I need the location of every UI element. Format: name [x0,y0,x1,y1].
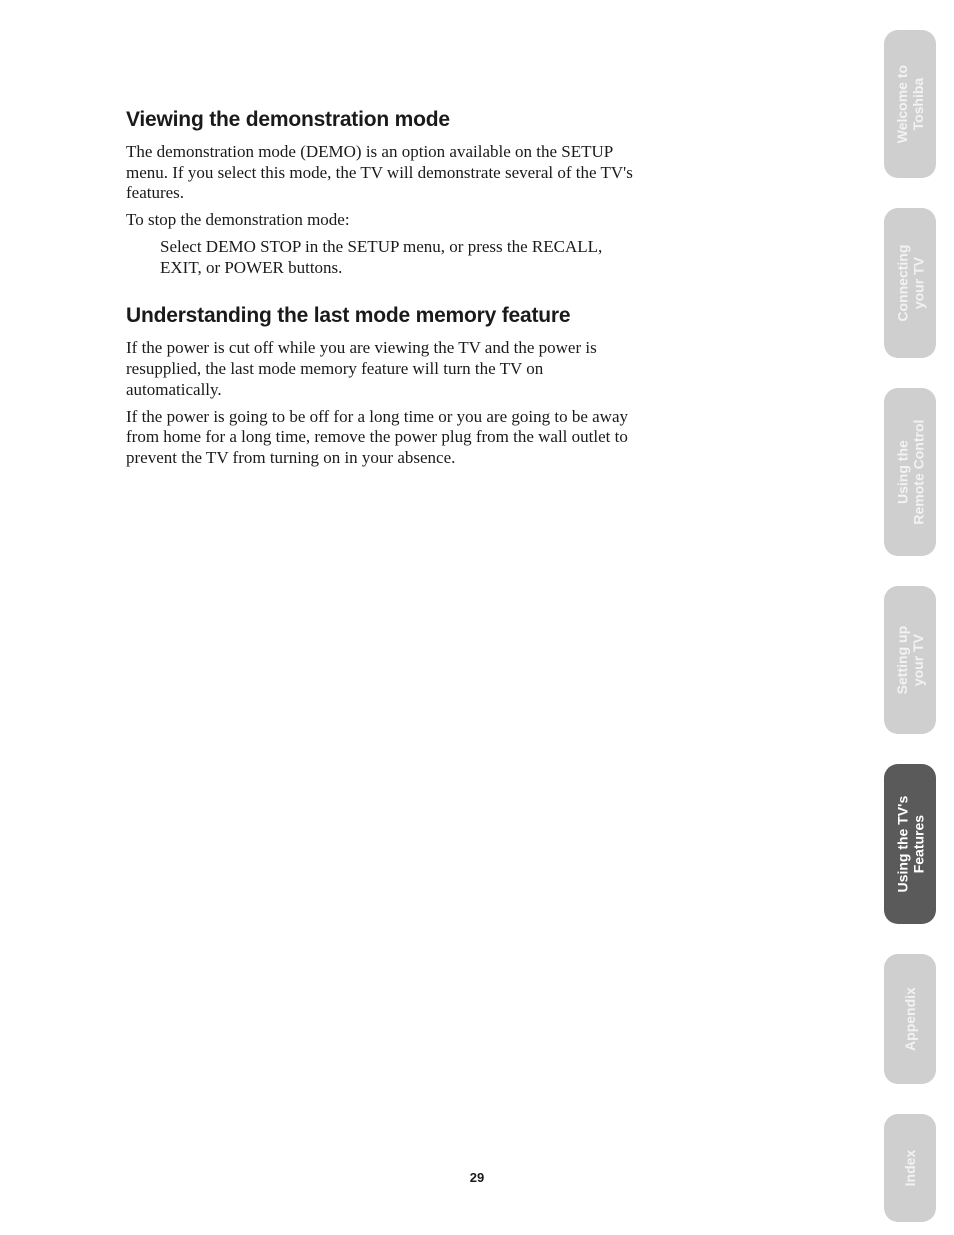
section-heading-demo: Viewing the demonstration mode [126,108,636,132]
side-tab-label: Welcome toToshiba [894,65,926,143]
side-tab-label: Using theRemote Control [894,420,926,525]
section-heading-lastmode: Understanding the last mode memory featu… [126,304,636,328]
main-content: Viewing the demonstration mode The demon… [126,108,636,475]
body-paragraph: If the power is cut off while you are vi… [126,338,636,400]
side-tab-label: Appendix [902,987,918,1051]
side-tab-label: Connectingyour TV [894,245,926,322]
side-tab-1[interactable]: Connectingyour TV [884,208,936,358]
body-paragraph: The demonstration mode (DEMO) is an opti… [126,142,636,204]
side-tab-6[interactable]: Index [884,1114,936,1222]
body-paragraph: If the power is going to be off for a lo… [126,407,636,469]
side-tab-0[interactable]: Welcome toToshiba [884,30,936,178]
page-number: 29 [0,1170,954,1185]
side-tab-strip: Welcome toToshiba Connectingyour TV Using … [884,30,936,1222]
side-tab-3[interactable]: Setting upyour TV [884,586,936,734]
side-tab-label: Setting upyour TV [894,626,926,694]
side-tab-5[interactable]: Appendix [884,954,936,1084]
side-tab-label: Using the TV'sFeatures [894,796,926,893]
side-tab-2[interactable]: Using theRemote Control [884,388,936,556]
body-paragraph: To stop the demonstration mode: [126,210,636,231]
body-subparagraph: Select DEMO STOP in the SETUP menu, or p… [160,237,636,278]
side-tab-4[interactable]: Using the TV'sFeatures [884,764,936,924]
